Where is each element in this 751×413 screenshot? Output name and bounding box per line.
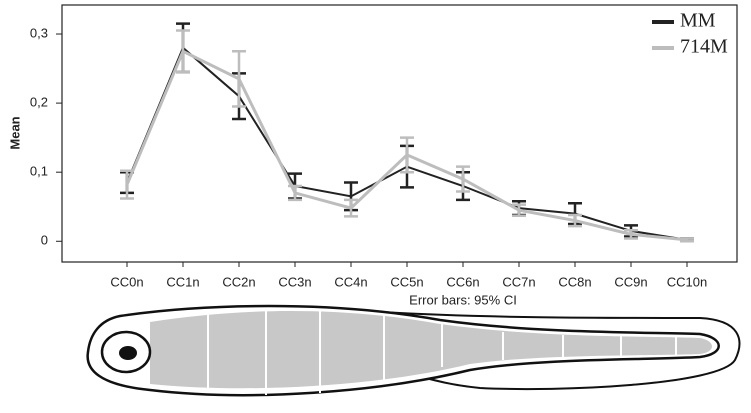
y-tick-label: 0,2 — [30, 95, 48, 110]
plot-frame — [62, 5, 737, 262]
x-tick-label: CC9n — [614, 274, 647, 289]
x-tick-label: CC5n — [390, 274, 423, 289]
x-tick-label: CC2n — [222, 274, 255, 289]
figure: Mean Error bars: 95% CI 0 0,1 0,2 0,3 CC0n CC… — [0, 0, 751, 413]
x-tick-label: CC8n — [558, 274, 591, 289]
x-tick-label: CC6n — [446, 274, 479, 289]
y-tick-label: 0,3 — [30, 25, 48, 40]
y-tick-label: 0,1 — [30, 164, 48, 179]
note: Error bars: 95% CI — [409, 292, 517, 307]
x-tick-label: CC4n — [334, 274, 367, 289]
y-tick-label: 0 — [41, 233, 48, 248]
y-axis-label: Mean — [7, 116, 22, 149]
x-tick-label: CC10n — [667, 274, 707, 289]
x-tick-label: CC0n — [110, 274, 143, 289]
legend-label: MM — [680, 10, 716, 32]
x-tick-label: CC1n — [166, 274, 199, 289]
x-tick-label: CC7n — [502, 274, 535, 289]
eye — [119, 346, 137, 360]
x-tick-label: CC3n — [278, 274, 311, 289]
legend-label: 714M — [680, 36, 728, 58]
fish-diagram — [88, 306, 740, 395]
